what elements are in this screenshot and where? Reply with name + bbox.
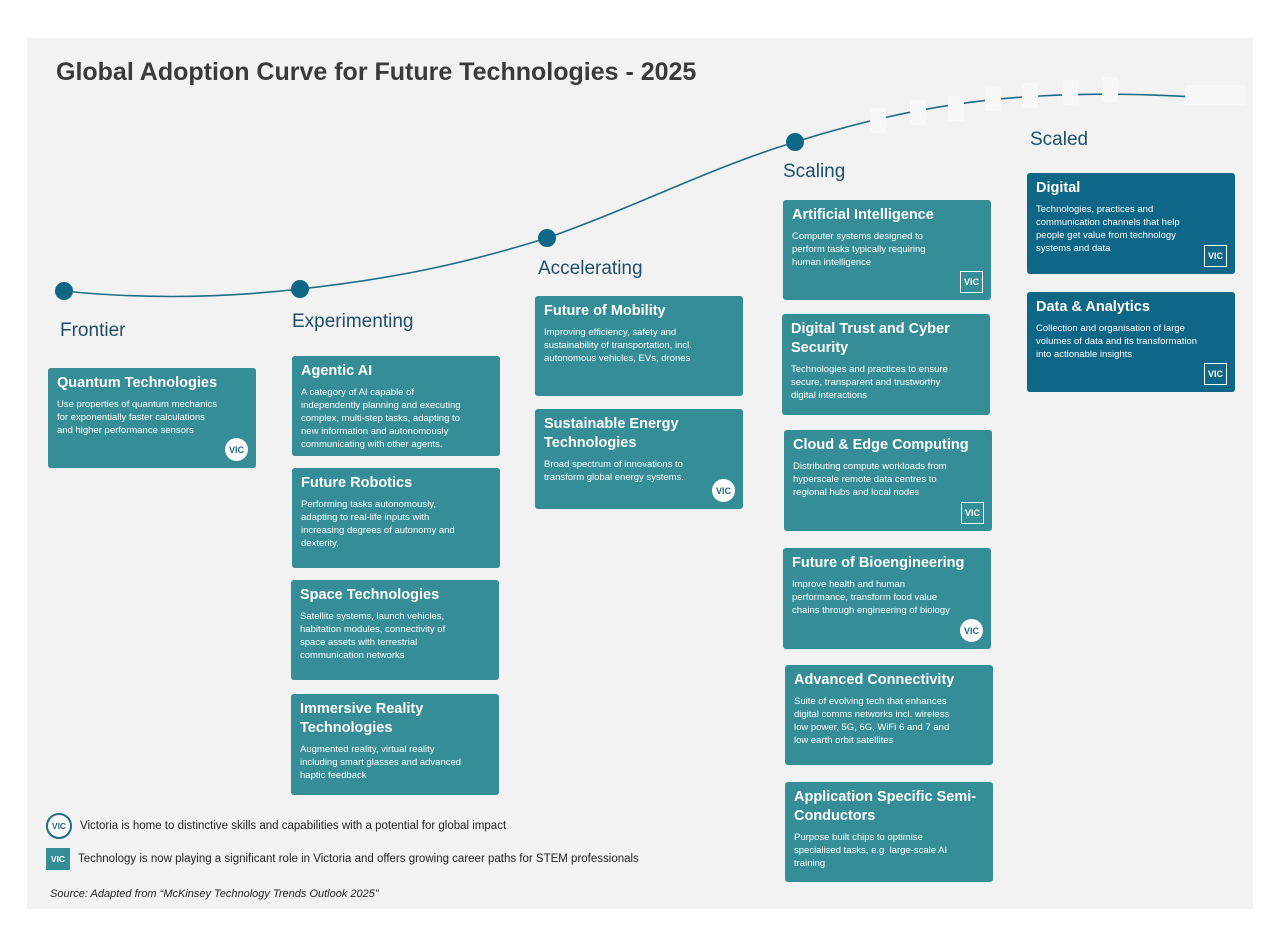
card-digital[interactable]: Digital Technologies, practices and comm… [1027, 173, 1235, 274]
card-immersive-reality[interactable]: Immersive Reality Technologies Augmented… [291, 694, 499, 795]
card-description: Computer systems designed to perform tas… [792, 231, 926, 268]
stage-label-accelerating: Accelerating [538, 258, 643, 279]
card-description: Performing tasks autonomously, adapting … [301, 499, 455, 549]
card-description: A category of AI capable of independentl… [301, 387, 461, 450]
card-description: Improving efficiency, safety and sustain… [544, 327, 692, 364]
curve-fade-blocks [870, 77, 1245, 133]
card-digital-trust[interactable]: Digital Trust and Cyber Security Technol… [782, 314, 990, 415]
card-application-specific-semiconductors[interactable]: Application Specific Semi-Conductors Pur… [785, 782, 993, 882]
stage-marker-accelerating [538, 229, 556, 247]
card-description: Suite of evolving tech that enhances dig… [794, 696, 950, 746]
card-quantum-technologies[interactable]: Quantum Technologies Use properties of q… [48, 368, 256, 468]
legend-square-row: VIC Technology is now playing a signific… [46, 848, 639, 870]
card-title: Immersive Reality Technologies [300, 701, 424, 736]
card-future-of-bioengineering[interactable]: Future of Bioengineering Improve health … [783, 548, 991, 649]
stage-label-scaling: Scaling [783, 161, 846, 182]
card-title: Digital [1036, 180, 1081, 196]
card-description: Broad spectrum of innovations to transfo… [544, 459, 684, 483]
card-title: Application Specific Semi-Conductors [794, 789, 977, 824]
vic-square-badge-icon: VIC [961, 502, 984, 524]
card-title: Data & Analytics [1036, 299, 1150, 315]
vic-circle-badge-icon: VIC [712, 479, 735, 502]
card-description: Improve health and human performance, tr… [792, 579, 950, 616]
card-title: Future of Mobility [544, 303, 666, 319]
legend-square-text: Technology is now playing a significant … [78, 853, 639, 865]
vic-square-badge-icon: VIC [1204, 363, 1227, 385]
card-title: Quantum Technologies [57, 375, 218, 391]
vic-circle-badge-icon: VIC [46, 813, 72, 839]
card-title: Sustainable Energy Technologies [544, 416, 679, 451]
card-description: Technologies and practices to ensure sec… [791, 364, 948, 401]
legend-circle-row: VIC Victoria is home to distinctive skil… [46, 813, 506, 839]
card-space-technologies[interactable]: Space Technologies Satellite systems, la… [291, 580, 499, 680]
source-note: Source: Adapted from “McKinsey Technolog… [50, 888, 379, 900]
card-title: Artificial Intelligence [792, 207, 934, 223]
vic-circle-badge-icon: VIC [225, 438, 248, 461]
vic-square-badge-icon: VIC [960, 271, 983, 293]
stage-marker-experimenting [291, 280, 309, 298]
card-description: Technologies, practices and communicatio… [1036, 204, 1180, 254]
card-future-of-mobility[interactable]: Future of Mobility Improving efficiency,… [535, 296, 743, 396]
card-description: Use properties of quantum mechanics for … [57, 399, 217, 436]
legend-circle-text: Victoria is home to distinctive skills a… [80, 820, 507, 832]
stage-marker-scaling [786, 133, 804, 151]
card-data-analytics[interactable]: Data & Analytics Collection and organisa… [1027, 292, 1235, 392]
vic-square-badge-icon: VIC [46, 848, 70, 870]
card-title: Digital Trust and Cyber Security [791, 321, 950, 356]
card-description: Augmented reality, virtual reality inclu… [300, 744, 462, 781]
vic-circle-badge-icon: VIC [960, 619, 983, 642]
card-advanced-connectivity[interactable]: Advanced Connectivity Suite of evolving … [785, 665, 993, 765]
stage-label-frontier: Frontier [60, 320, 126, 341]
card-title: Space Technologies [300, 587, 440, 603]
card-sustainable-energy[interactable]: Sustainable Energy Technologies Broad sp… [535, 409, 743, 509]
card-description: Collection and organisation of large vol… [1036, 323, 1198, 360]
adoption-curve-line [63, 93, 1241, 298]
card-title: Future of Bioengineering [792, 555, 965, 571]
stage-label-experimenting: Experimenting [292, 311, 414, 332]
card-title: Advanced Connectivity [794, 672, 955, 688]
card-title: Cloud & Edge Computing [793, 437, 969, 453]
stage-marker-frontier [55, 282, 73, 300]
card-agentic-ai[interactable]: Agentic AI A category of AI capable of i… [292, 356, 500, 456]
card-cloud-edge-computing[interactable]: Cloud & Edge Computing Distributing comp… [784, 430, 992, 531]
card-title: Future Robotics [301, 475, 413, 491]
stage-label-scaled: Scaled [1030, 129, 1089, 150]
card-description: Distributing compute workloads from hype… [793, 461, 947, 498]
card-description: Purpose built chips to optimise speciali… [794, 832, 948, 869]
card-artificial-intelligence[interactable]: Artificial Intelligence Computer systems… [783, 200, 991, 300]
card-future-robotics[interactable]: Future Robotics Performing tasks autonom… [292, 468, 500, 568]
card-title: Agentic AI [301, 363, 373, 379]
vic-square-badge-icon: VIC [1204, 245, 1227, 267]
page-title: Global Adoption Curve for Future Technol… [56, 58, 697, 86]
card-description: Satellite systems, launch vehicles, habi… [300, 611, 446, 661]
